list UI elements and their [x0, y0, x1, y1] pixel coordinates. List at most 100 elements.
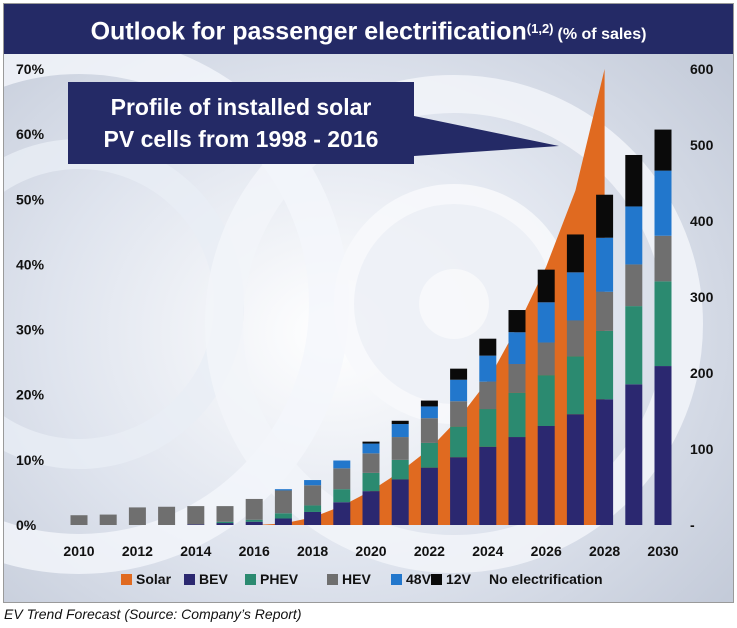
y-right-tick-label: 300 — [690, 289, 714, 305]
bar-hev-2020 — [362, 453, 380, 473]
y-left-tick-label: 10% — [16, 452, 45, 468]
bar-phev-2028 — [596, 330, 614, 400]
bar-12v-2021 — [391, 420, 409, 425]
bar-hev-2011 — [99, 514, 117, 525]
x-tick-label: 2020 — [355, 543, 386, 559]
bar-bev-2015 — [216, 523, 234, 525]
bar-hev-2027 — [566, 320, 584, 357]
bar-48v-2017 — [274, 489, 292, 491]
bar-bev-2023 — [450, 457, 468, 525]
x-tick-label: 2030 — [647, 543, 678, 559]
y-left-tick-label: 40% — [16, 256, 45, 272]
bar-hev-2018 — [304, 485, 322, 506]
legend-swatch-solar — [121, 574, 132, 585]
bar-bev-2027 — [566, 414, 584, 525]
bar-48v-2025 — [508, 332, 526, 365]
y-right-tick-label: 600 — [690, 61, 714, 77]
bar-phev-2022 — [420, 442, 438, 468]
legend-label-solar: Solar — [136, 571, 172, 587]
bar-bev-2025 — [508, 437, 526, 525]
y-left-tick-label: 30% — [16, 322, 45, 338]
bar-12v-2028 — [596, 194, 614, 238]
legend-label-no-electrification: No electrification — [489, 571, 603, 587]
bar-hev-2021 — [391, 437, 409, 460]
y-right-tick-label: 400 — [690, 213, 714, 229]
bar-phev-2023 — [450, 426, 468, 458]
callout-line-2: PV cells from 1998 - 2016 — [103, 126, 379, 152]
x-tick-label: 2026 — [531, 543, 562, 559]
bar-bev-2020 — [362, 491, 380, 525]
bar-bev-2016 — [245, 521, 263, 525]
x-tick-label: 2010 — [63, 543, 94, 559]
bar-phev-2030 — [654, 281, 672, 367]
title-unit: (% of sales) — [557, 26, 647, 44]
y-right-tick-label: 500 — [690, 137, 714, 153]
figure-caption: EV Trend Forecast (Source: Company’s Rep… — [4, 606, 302, 622]
bar-48v-2030 — [654, 170, 672, 236]
bar-bev-2029 — [625, 384, 643, 525]
bar-phev-2024 — [479, 409, 497, 447]
legend-swatch-hev — [327, 574, 338, 585]
bar-48v-2021 — [391, 424, 409, 438]
bar-hev-2013 — [158, 506, 176, 525]
bar-bev-2028 — [596, 399, 614, 525]
bar-12v-2029 — [625, 154, 643, 207]
x-tick-label: 2028 — [589, 543, 620, 559]
callout-box: Profile of installed solar PV cells from… — [68, 82, 414, 164]
legend-label-phev: PHEV — [260, 571, 299, 587]
x-tick-label: 2024 — [472, 543, 503, 559]
bar-hev-2022 — [420, 418, 438, 443]
bar-48v-2029 — [625, 206, 643, 265]
y-left-tick-label: 0% — [16, 517, 37, 533]
bar-bev-2021 — [391, 479, 409, 525]
chart-frame: 0% 10% 20% 30% 40% 50% 60% 70% - 100 200 300 400 500 6… — [3, 3, 734, 603]
bar-12v-2025 — [508, 310, 526, 333]
legend-label-hev: HEV — [342, 571, 371, 587]
bar-phev-2026 — [537, 375, 555, 426]
bar-bev-2019 — [333, 502, 351, 525]
bar-48v-2022 — [420, 406, 438, 419]
y-right-tick-label: 200 — [690, 365, 714, 381]
legend-label-bev: BEV — [199, 571, 228, 587]
bar-hev-2024 — [479, 381, 497, 410]
legend-label-48v: 48V — [406, 571, 432, 587]
bar-bev-2022 — [420, 467, 438, 525]
y-right-tick-label: 100 — [690, 441, 714, 457]
x-tick-label: 2016 — [239, 543, 270, 559]
bar-hev-2030 — [654, 235, 672, 282]
bar-hev-2028 — [596, 291, 614, 331]
wheel-decoration-center — [205, 75, 703, 573]
wheel-hub-decoration — [419, 269, 489, 339]
legend-swatch-48v — [391, 574, 402, 585]
bar-bev-2030 — [654, 366, 672, 525]
bar-48v-2028 — [596, 237, 614, 292]
legend: Solar BEV PHEV HEV 48V 12V No electrification — [121, 571, 603, 587]
y-left-tick-label: 20% — [16, 387, 45, 403]
bar-hev-2029 — [625, 264, 643, 307]
plot-area: 0% 10% 20% 30% 40% 50% 60% 70% - 100 200 300 400 500 6… — [16, 61, 714, 559]
legend-swatch-bev — [184, 574, 195, 585]
bar-hev-2025 — [508, 364, 526, 393]
bar-48v-2020 — [362, 443, 380, 454]
bar-12v-2023 — [450, 368, 468, 380]
bar-hev-2014 — [187, 506, 205, 525]
bar-phev-2016 — [245, 519, 263, 522]
bar-hev-2010 — [70, 515, 88, 525]
bar-phev-2018 — [304, 505, 322, 512]
bar-bev-2018 — [304, 511, 322, 525]
x-tick-label: 2018 — [297, 543, 328, 559]
title-bar: Outlook for passenger electrification(1,… — [4, 4, 733, 54]
bar-phev-2025 — [508, 392, 526, 438]
bar-phev-2029 — [625, 306, 643, 385]
bar-phev-2020 — [362, 472, 380, 492]
bar-hev-2026 — [537, 342, 555, 376]
bar-48v-2018 — [304, 480, 322, 486]
bar-phev-2017 — [274, 513, 292, 519]
y-left-tick-label: 70% — [16, 61, 45, 77]
bar-12v-2020 — [362, 441, 380, 444]
bar-48v-2024 — [479, 355, 497, 382]
bar-phev-2015 — [216, 521, 234, 524]
bar-hev-2016 — [245, 498, 263, 520]
bar-hev-2017 — [274, 490, 292, 514]
bar-48v-2023 — [450, 379, 468, 402]
